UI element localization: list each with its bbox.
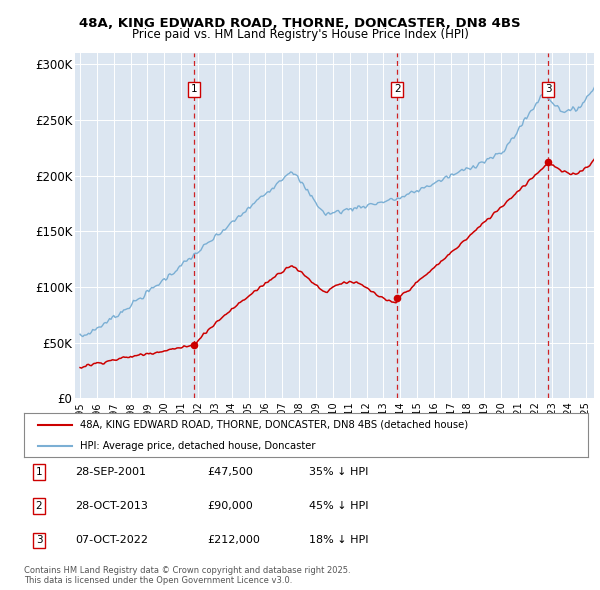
Text: 35% ↓ HPI: 35% ↓ HPI — [309, 467, 368, 477]
Text: 1: 1 — [35, 467, 43, 477]
Text: 2: 2 — [35, 502, 43, 511]
Text: 18% ↓ HPI: 18% ↓ HPI — [309, 536, 368, 545]
Text: 28-OCT-2013: 28-OCT-2013 — [75, 502, 148, 511]
Text: HPI: Average price, detached house, Doncaster: HPI: Average price, detached house, Donc… — [80, 441, 316, 451]
Text: £212,000: £212,000 — [207, 536, 260, 545]
Text: 1: 1 — [190, 84, 197, 94]
Text: 48A, KING EDWARD ROAD, THORNE, DONCASTER, DN8 4BS (detached house): 48A, KING EDWARD ROAD, THORNE, DONCASTER… — [80, 420, 469, 430]
Text: £47,500: £47,500 — [207, 467, 253, 477]
Text: 28-SEP-2001: 28-SEP-2001 — [75, 467, 146, 477]
Text: 3: 3 — [35, 536, 43, 545]
Text: 3: 3 — [545, 84, 551, 94]
Text: £90,000: £90,000 — [207, 502, 253, 511]
Text: 48A, KING EDWARD ROAD, THORNE, DONCASTER, DN8 4BS: 48A, KING EDWARD ROAD, THORNE, DONCASTER… — [79, 17, 521, 30]
Text: 07-OCT-2022: 07-OCT-2022 — [75, 536, 148, 545]
Text: Contains HM Land Registry data © Crown copyright and database right 2025.
This d: Contains HM Land Registry data © Crown c… — [24, 566, 350, 585]
Text: 2: 2 — [394, 84, 401, 94]
Text: Price paid vs. HM Land Registry's House Price Index (HPI): Price paid vs. HM Land Registry's House … — [131, 28, 469, 41]
Text: 45% ↓ HPI: 45% ↓ HPI — [309, 502, 368, 511]
